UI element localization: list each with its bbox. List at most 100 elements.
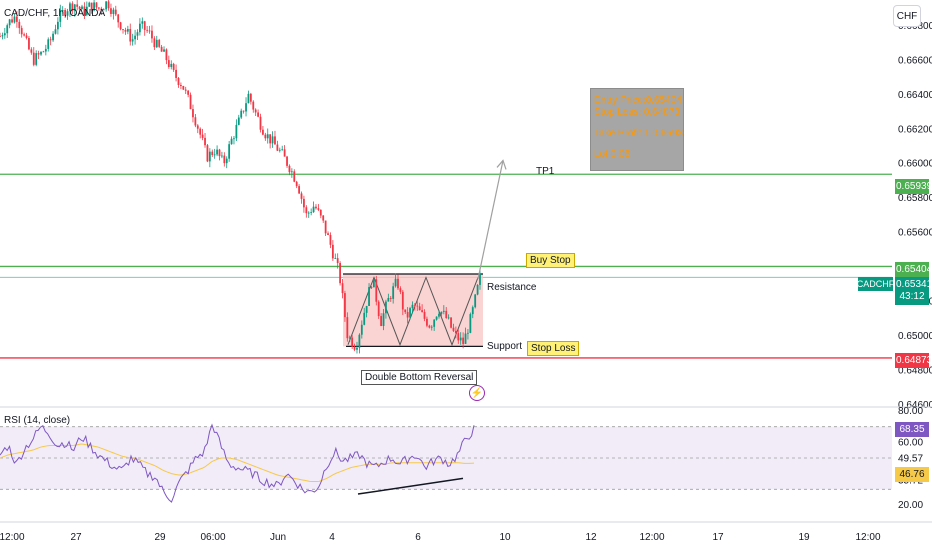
candle-body [184,89,187,91]
candles [0,0,481,354]
countdown: 43:12 [899,291,925,302]
time-tick-0: 12:00 [0,532,25,543]
lightning-icon[interactable]: ⚡ [469,385,485,401]
symbol-title[interactable]: CAD/CHF, 1h, OANDA [4,8,106,19]
time-axis[interactable]: 12:00 27 29 06:00 Jun 4 6 10 12 12:00 17 19 12:00 [0,532,881,543]
candle-body [124,30,127,32]
candle-body [450,317,452,328]
candle-body [317,208,320,210]
candle-body [394,278,397,287]
time-tick-6: 6 [415,532,421,543]
candle-body [438,313,440,317]
candle-body [459,337,462,341]
candle-body [295,181,298,187]
stop-loss-label: Stop Loss [527,341,580,356]
price-tick-8: 0.65000 [898,331,932,342]
lot-text: Lot 0.08 [594,149,631,160]
candle-body [230,138,233,145]
candle-body [274,136,276,145]
rsi-tick-0: 80.00 [898,406,923,417]
time-tick-11: 19 [798,532,810,543]
candle-body [356,347,358,350]
candle-body [392,286,395,299]
candle-body [324,220,327,234]
candle-body [276,144,279,151]
candle-body [196,125,199,129]
tp1-label: TP1 [536,166,555,177]
current-symbol-tag: CADCHF [856,277,895,291]
candle-body [286,156,288,166]
candle-body [167,60,170,68]
candle-body [49,39,52,41]
candle-body [312,206,315,213]
rsi-title[interactable]: RSI (14, close) [4,415,71,426]
candle-body [211,151,214,156]
rsi-ma-tag: 46.76 [895,467,929,482]
candle-body [177,77,180,85]
price-tick-6: 0.65600 [898,228,932,239]
candle-body [143,21,146,30]
rsi-divergence-line [357,477,464,495]
candle-body [307,212,310,214]
candle-body [73,4,76,11]
take-profit-text: Take Profit 1 0.6593 [594,128,683,139]
stop-label: Stop Loss: [594,107,642,118]
candle-body [66,11,69,16]
time-tick-8: 12 [585,532,597,543]
candle-body [254,109,257,113]
rsi-tick-1: 60.00 [898,437,923,448]
candle-body [151,30,153,39]
candle-body [462,337,465,344]
candle-body [163,49,165,52]
candle-body [409,308,411,318]
candle-body [32,52,35,65]
candle-body [78,6,81,10]
entry-value: 0.65404 [645,95,682,106]
candle-body [447,317,450,319]
candle-body [353,346,356,350]
candle-body [418,306,421,311]
candle-body [389,297,392,299]
candle-body [401,291,404,310]
candle-body [329,235,332,245]
candle-body [187,90,190,95]
candle-body [293,171,296,182]
candle-body [474,294,477,308]
price-tick-4: 0.66000 [898,159,932,170]
time-tick-5: 4 [329,532,335,543]
candle-body [165,49,168,61]
rsi-tick-4: 20.00 [898,500,923,511]
candle-body [204,137,206,146]
candle-body [445,310,448,318]
candle-body [129,29,132,42]
candle-body [397,278,399,289]
candle-body [100,8,103,11]
candle-body [346,317,349,339]
candle-body [114,9,117,15]
candle-body [454,330,457,334]
candle-body [406,312,409,318]
candle-body [368,287,370,306]
currency-button[interactable]: CHF [893,5,921,27]
time-tick-4: Jun [270,532,286,543]
candle-body [1,35,4,37]
candle-body [290,171,293,173]
candle-body [426,318,428,326]
candle-body [322,215,325,221]
candle-body [102,9,105,11]
rsi-line [0,423,475,503]
time-tick-1: 27 [70,532,82,543]
rsi-grid [0,426,892,490]
candle-body [416,305,419,307]
candle-body [13,16,16,23]
candle-body [252,101,255,110]
candle-body [172,63,175,70]
candle-body [90,2,93,11]
candle-body [107,1,110,9]
candle-body [146,29,149,31]
candle-body [97,7,100,9]
candle-body [464,333,467,344]
candle-body [218,149,221,157]
candle-body [131,39,134,42]
